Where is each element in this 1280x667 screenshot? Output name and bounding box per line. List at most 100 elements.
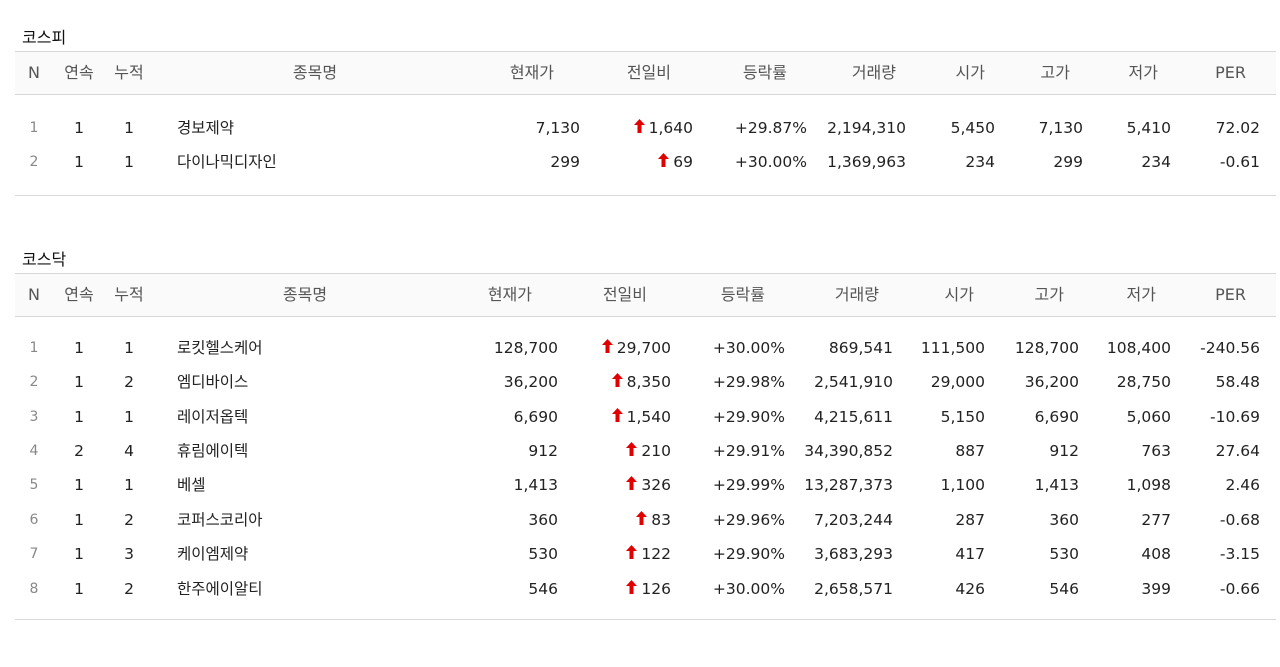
header-rate: 등락률 [720,284,765,304]
change-rate: +29.99% [712,476,785,495]
stock-name[interactable]: 경보제약 [177,119,235,137]
header-volume: 거래량 [834,284,879,304]
open-price: 29,000 [930,373,985,392]
day-change: 8,350 [611,365,671,399]
day-change: 126 [626,572,671,606]
day-change-value: 83 [651,510,671,529]
up-arrow-icon [626,537,638,571]
volume: 2,194,310 [827,119,906,137]
consecutive-count: 1 [74,407,84,426]
change-rate: +29.87% [734,119,807,137]
table-row[interactable]: 7 1 3 케이엠제약 530 +29.90% 3,683,293 417 530 408 -3.1… [15,537,1276,571]
open-price: 426 [955,579,985,598]
change-rate: +30.00% [712,579,785,598]
stock-name[interactable]: 코퍼스코리아 [177,510,263,529]
day-change: 29,700 [601,331,671,365]
low-price: 1,098 [1126,476,1171,495]
up-arrow-icon [601,331,613,365]
table-row[interactable]: 2 1 1 다이나믹디자인 299 +30.00% 1,369,963 234 299 234 -0… [15,145,1276,179]
row-number: 8 [29,580,39,597]
low-price: 399 [1141,579,1171,598]
high-price: 360 [1049,510,1079,529]
consecutive-count: 1 [74,476,84,495]
cumulative-count: 2 [124,579,134,598]
open-price: 111,500 [920,338,985,357]
cumulative-count: 1 [124,153,134,172]
table-row[interactable]: 1 1 1 로킷헬스케어 128,700 +30.00% 869,541 111,500 128… [15,331,1276,365]
table-row[interactable]: 8 1 2 한주에이알티 546 +30.00% 2,658,571 426 546 399 -0.… [15,572,1276,606]
kosdaq-rows: 1 1 1 로킷헬스케어 128,700 +30.00% 869,541 111,500 128… [15,317,1276,620]
day-change: 326 [626,468,671,502]
stock-name[interactable]: 레이저옵텍 [177,407,249,426]
high-price: 6,690 [1034,407,1079,426]
table-row[interactable]: 2 1 2 엠디바이스 36,200 +29.98% 2,541,910 29,000 36,2… [15,365,1276,399]
header-low: 저가 [1126,284,1156,304]
up-arrow-icon [611,400,623,434]
row-number: 3 [29,408,39,425]
header-n: N [28,63,40,82]
day-change: 83 [636,503,671,537]
volume: 7,203,244 [814,510,893,529]
high-price: 912 [1049,441,1079,460]
table-row[interactable]: 5 1 1 베셀 1,413 +29.99% 13,287,373 1,100 1,413 1,0… [15,468,1276,502]
current-price: 128,700 [493,338,558,357]
day-change-value: 29,700 [616,338,671,357]
header-name: 종목명 [292,63,338,82]
current-price: 299 [550,153,580,172]
header-consecutive: 연속 [64,284,94,304]
stock-name[interactable]: 다이나믹디자인 [177,153,277,172]
kosdaq-header-row: N 연속 누적 종목명 현재가 전일비 등락률 거래량 시가 고가 저가 PER [15,272,1276,317]
low-price: 277 [1141,510,1171,529]
up-arrow-icon [636,503,648,537]
row-number: 2 [29,374,39,391]
per-value: 2.46 [1225,476,1260,495]
volume: 2,541,910 [814,373,893,392]
stock-name[interactable]: 케이엠제약 [177,545,249,564]
consecutive-count: 2 [74,441,84,460]
table-row[interactable]: 6 1 2 코퍼스코리아 360 +29.96% 7,203,244 287 360 277 -0.… [15,503,1276,537]
row-number: 6 [29,511,39,528]
up-arrow-icon [611,365,623,399]
up-arrow-icon [626,468,638,502]
day-change: 210 [626,434,671,468]
stock-name[interactable]: 한주에이알티 [177,579,263,598]
day-change-value: 326 [641,476,671,495]
per-value: -240.56 [1200,338,1260,357]
consecutive-count: 1 [74,119,84,137]
day-change: 1,640 [633,111,693,145]
table-row[interactable]: 3 1 1 레이저옵텍 6,690 +29.90% 4,215,611 5,150 6,690 5… [15,400,1276,434]
header-change: 전일비 [626,63,671,82]
cumulative-count: 1 [124,407,134,426]
high-price: 128,700 [1014,338,1079,357]
consecutive-count: 1 [74,545,84,564]
cumulative-count: 1 [124,338,134,357]
row-number: 1 [29,120,39,136]
header-price: 현재가 [487,284,532,304]
stock-name[interactable]: 휴림에이텍 [177,441,249,460]
kospi-rows: 1 1 1 경보제약 7,130 +29.87% 2,194,310 5,450 7,130 5,… [15,95,1276,196]
row-number: 2 [29,154,39,171]
current-price: 1,413 [513,476,558,495]
table-row[interactable]: 4 2 4 휴림에이텍 912 +29.91% 34,390,852 887 912 763 27.… [15,434,1276,468]
consecutive-count: 1 [74,153,84,172]
per-value: -0.61 [1219,153,1260,172]
cumulative-count: 3 [124,545,134,564]
change-rate: +29.90% [712,407,785,426]
header-change: 전일비 [602,284,647,304]
day-change-value: 126 [641,579,671,598]
row-number: 4 [29,442,39,459]
change-rate: +29.91% [712,441,785,460]
stock-name[interactable]: 베셀 [177,476,206,495]
open-price: 5,450 [950,119,995,137]
day-change: 1,540 [611,400,671,434]
stock-name[interactable]: 로킷헬스케어 [177,338,263,357]
consecutive-count: 1 [74,338,84,357]
cumulative-count: 1 [124,119,134,137]
cumulative-count: 2 [124,373,134,392]
stock-name[interactable]: 엠디바이스 [177,373,249,392]
table-row[interactable]: 1 1 1 경보제약 7,130 +29.87% 2,194,310 5,450 7,130 5,… [15,111,1276,145]
header-per: PER [1215,63,1246,82]
per-value: -3.15 [1219,545,1260,564]
row-number: 7 [29,546,39,563]
high-price: 546 [1049,579,1079,598]
